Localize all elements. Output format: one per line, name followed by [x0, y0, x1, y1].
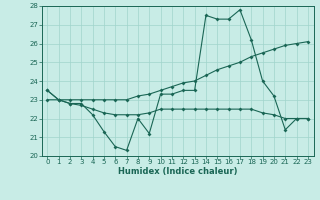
X-axis label: Humidex (Indice chaleur): Humidex (Indice chaleur) [118, 167, 237, 176]
